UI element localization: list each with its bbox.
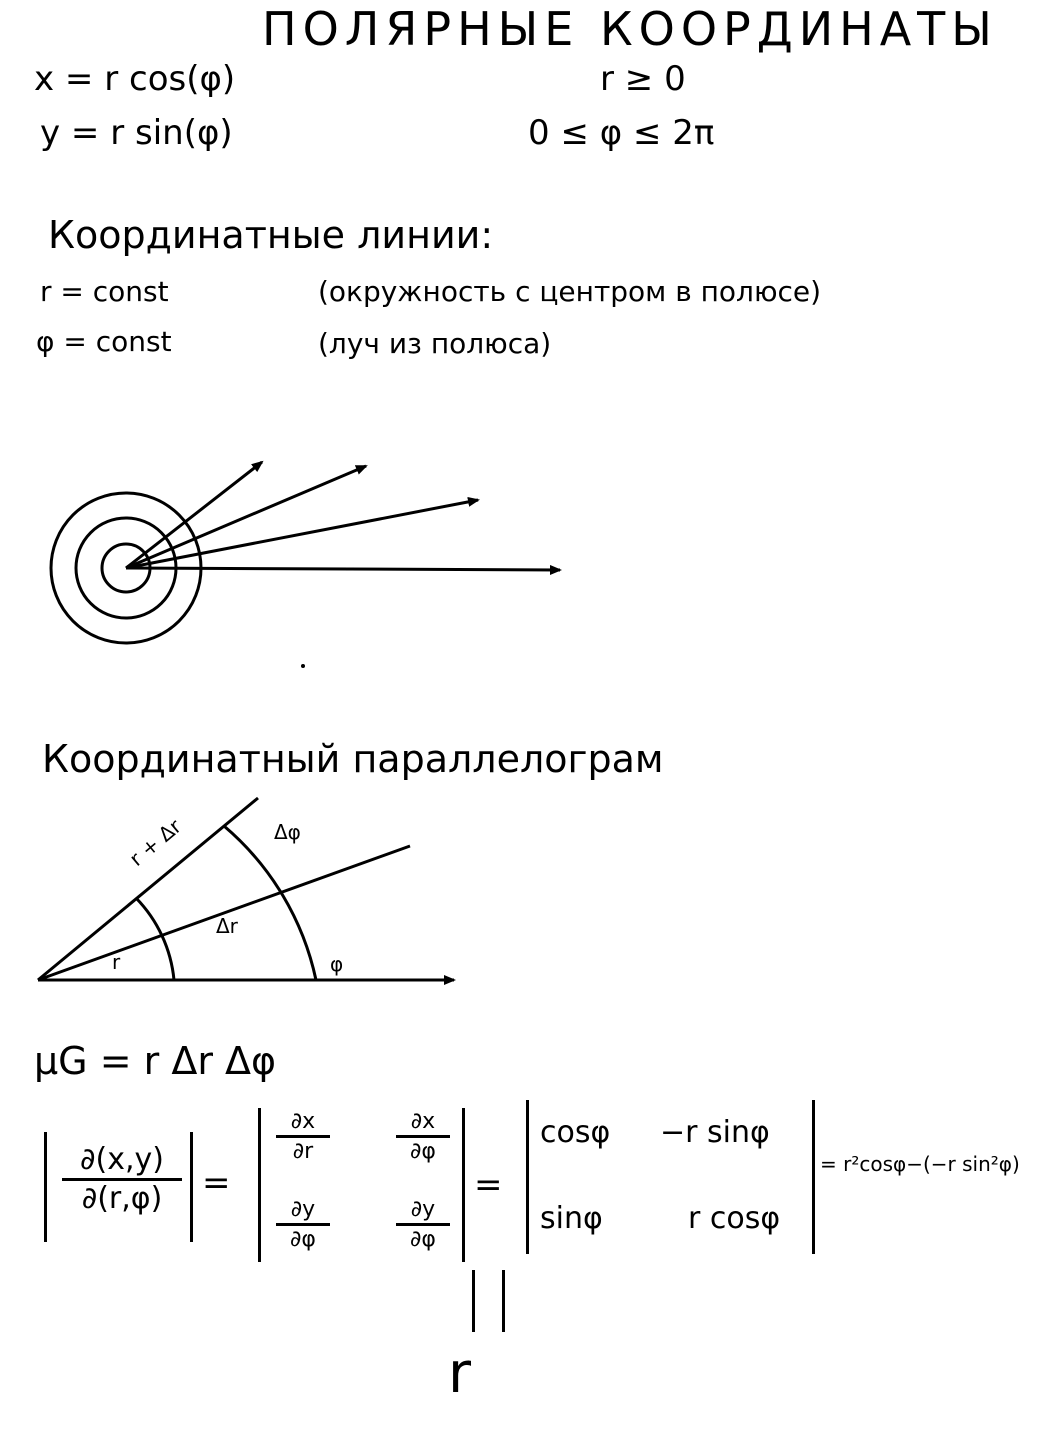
matrix2-cell-11: cosφ — [540, 1115, 611, 1150]
fraction-bar — [276, 1223, 330, 1227]
equals-1: = — [202, 1163, 231, 1203]
det-bar-right-2 — [812, 1100, 815, 1254]
phi-const-line: φ = const — [36, 325, 172, 358]
ray-1 — [125, 460, 264, 570]
matrix1-cell-12: ∂x ∂φ — [396, 1110, 450, 1163]
matrix1-cell-11: ∂x ∂r — [276, 1110, 330, 1163]
m11-num: ∂x — [290, 1109, 316, 1134]
label-phi: φ — [330, 952, 344, 976]
m12-num: ∂x — [410, 1109, 436, 1134]
condition-r: r ≥ 0 — [600, 59, 686, 99]
r-const-note: (окружность с центром в полюсе) — [318, 275, 822, 308]
matrix2-cell-12: −r sinφ — [660, 1115, 770, 1150]
matrix2-cell-22: r cosφ — [688, 1201, 781, 1236]
r-const-line: r = const — [40, 275, 169, 308]
m11-den: ∂r — [292, 1139, 314, 1165]
equals-2: = — [474, 1165, 503, 1205]
coordinate-lines-heading: Координатные линии: — [48, 213, 494, 257]
fraction-bar — [396, 1135, 450, 1139]
ray-2 — [125, 464, 368, 570]
abs-bar-right — [190, 1132, 193, 1242]
vertical-equals-right — [502, 1270, 505, 1332]
m22-num: ∂y — [410, 1197, 436, 1222]
m21-den: ∂φ — [290, 1227, 316, 1253]
para-ray-middle — [37, 844, 411, 982]
matrix1-cell-22: ∂y ∂φ — [396, 1198, 450, 1251]
fraction-bar — [276, 1135, 330, 1139]
area-formula: μG = r Δr Δφ — [34, 1039, 277, 1083]
matrix2-cell-21: sinφ — [540, 1201, 603, 1236]
equation-y: y = r sin(φ) — [40, 113, 233, 153]
page-title: ПОЛЯРНЫЕ КООРДИНАТЫ — [262, 2, 998, 56]
m22-den: ∂φ — [410, 1227, 436, 1253]
label-r: r — [112, 950, 121, 974]
para-ray-upper — [37, 796, 259, 982]
equation-x: x = r cos(φ) — [34, 59, 236, 99]
phi-const-note: (луч из полюса) — [318, 327, 552, 360]
fraction-bar — [396, 1223, 450, 1227]
det-bar-left-2 — [526, 1100, 529, 1254]
arc-large — [223, 824, 318, 981]
vertical-equals-left — [472, 1270, 475, 1332]
ray-4 — [125, 564, 562, 575]
det-bar-right-1 — [462, 1108, 465, 1262]
label-delta-r: Δr — [216, 914, 238, 938]
jacobian-final-value: r — [448, 1341, 472, 1406]
m12-den: ∂φ — [410, 1139, 436, 1165]
m21-num: ∂y — [290, 1197, 316, 1222]
jacobian-lhs-denominator: ∂(r,φ) — [81, 1180, 163, 1216]
jacobian-result: = r²cosφ−(−r sin²φ) — [820, 1152, 1020, 1176]
parallelogram-heading: Координатный параллелограм — [42, 737, 664, 781]
label-delta-phi: Δφ — [274, 820, 301, 844]
ray-3 — [125, 496, 480, 570]
arc-small — [134, 896, 176, 981]
matrix1-cell-21: ∂y ∂φ — [276, 1198, 330, 1251]
jacobian-lhs: ∂(x,y) ∂(r,φ) — [62, 1144, 182, 1214]
det-bar-left-1 — [258, 1108, 261, 1262]
condition-phi: 0 ≤ φ ≤ 2π — [528, 113, 715, 153]
jacobian-lhs-numerator: ∂(x,y) — [80, 1142, 164, 1177]
fraction-bar — [62, 1177, 182, 1181]
abs-bar-left — [44, 1132, 47, 1242]
stray-dot — [301, 664, 305, 668]
